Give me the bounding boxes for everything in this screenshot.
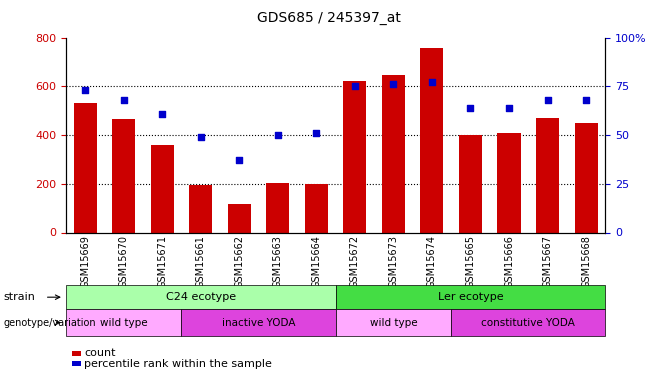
Point (349, 83, 360, 89)
Text: inactive YODA: inactive YODA (222, 318, 295, 327)
Point (581, 97, 592, 103)
Bar (574, 123, 597, 232)
Bar (536, 118, 559, 232)
Point (388, 81, 399, 87)
Point (195, 134, 206, 140)
Bar (459, 135, 482, 232)
Bar (497, 133, 520, 232)
Text: wild type: wild type (370, 318, 417, 327)
Bar (305, 184, 328, 232)
Bar (189, 185, 213, 232)
Point (542, 97, 553, 103)
Point (80, 87, 90, 93)
Point (118, 97, 129, 103)
Text: GDS685 / 245397_at: GDS685 / 245397_at (257, 11, 401, 25)
Point (465, 105, 476, 111)
Text: constitutive YODA: constitutive YODA (482, 318, 575, 327)
Bar (382, 75, 405, 232)
Text: genotype/variation: genotype/variation (3, 318, 96, 327)
Bar (420, 48, 443, 232)
Bar (228, 204, 251, 232)
Bar (74, 104, 97, 232)
Bar (266, 183, 290, 232)
Bar (151, 145, 174, 232)
Point (311, 130, 322, 136)
Text: wild type: wild type (100, 318, 147, 327)
Point (272, 132, 283, 138)
Text: percentile rank within the sample: percentile rank within the sample (84, 359, 272, 369)
Point (157, 111, 167, 117)
Point (234, 158, 245, 164)
Text: strain: strain (3, 292, 35, 302)
Text: count: count (84, 348, 116, 358)
Bar (343, 81, 367, 232)
Point (426, 80, 437, 86)
Point (504, 105, 515, 111)
Text: Ler ecotype: Ler ecotype (438, 292, 503, 302)
Text: C24 ecotype: C24 ecotype (166, 292, 236, 302)
Bar (112, 119, 135, 232)
